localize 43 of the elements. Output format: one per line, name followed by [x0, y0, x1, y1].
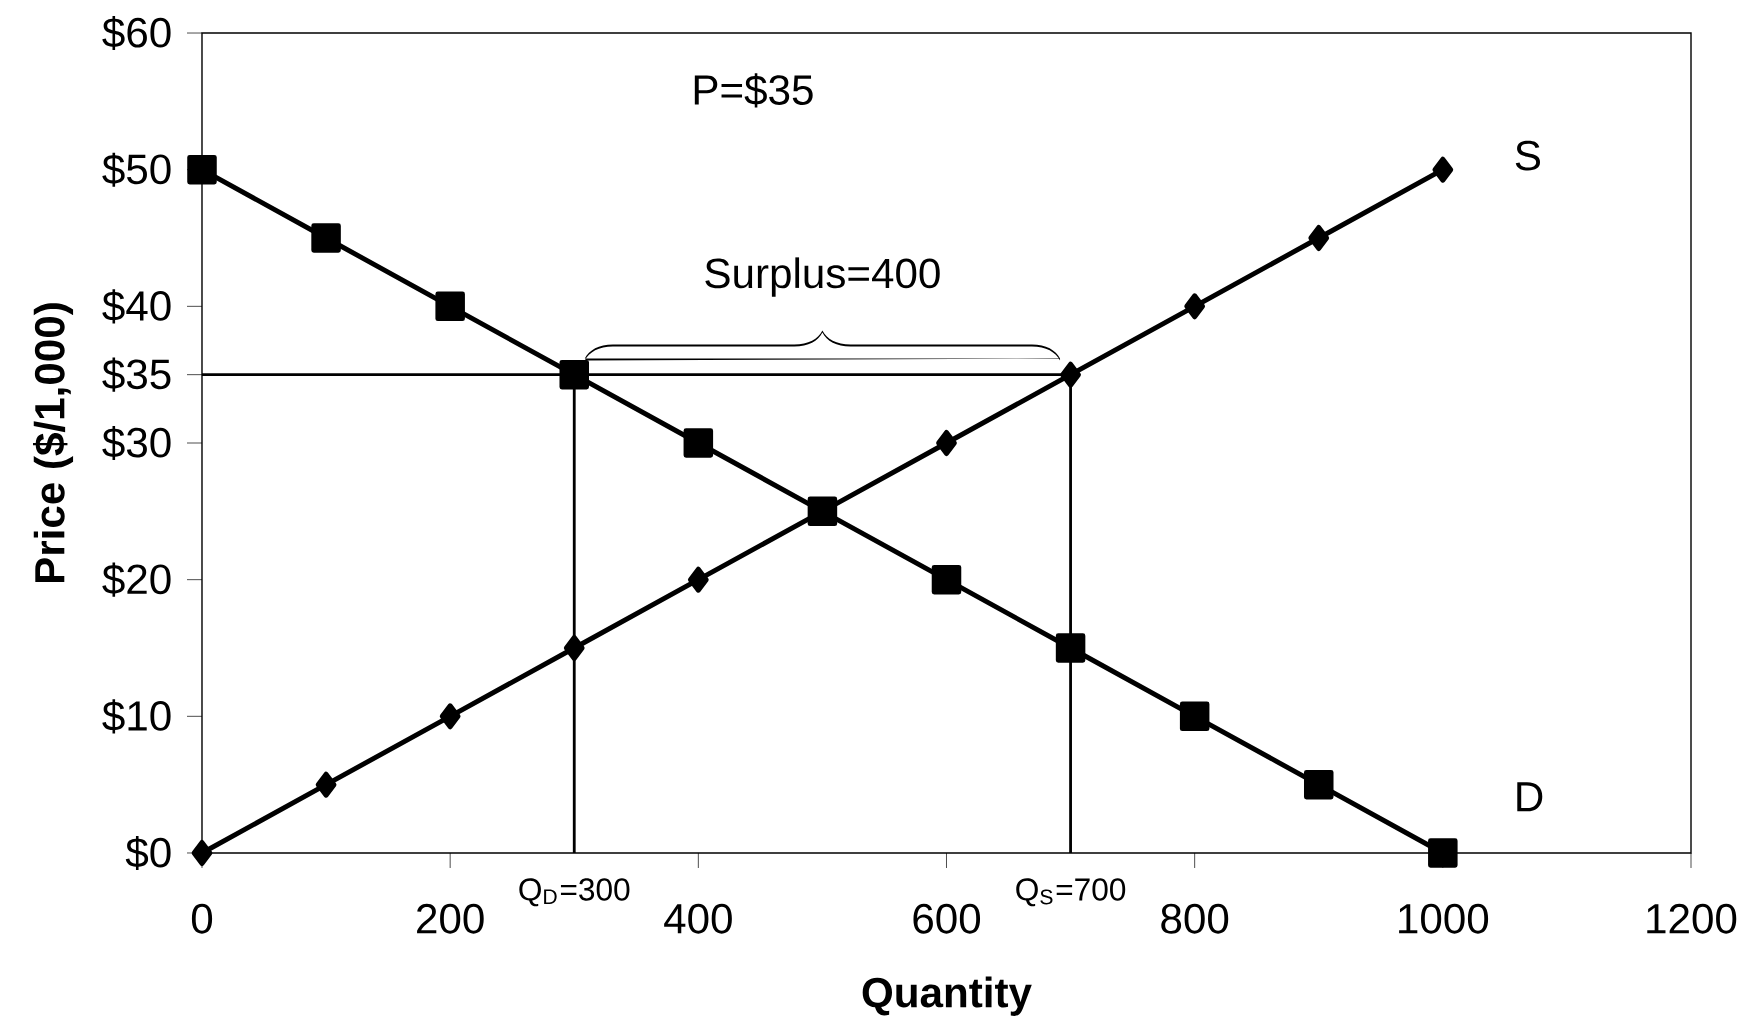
y-tick-label: $10: [102, 699, 171, 734]
ref-line-label: Q$_{S}$=700: [1016, 878, 1126, 907]
x-tick-label: 0: [191, 903, 213, 934]
point: [187, 154, 217, 185]
point: [1055, 633, 1086, 663]
x-tick-label: 400: [664, 903, 732, 934]
point: [687, 566, 709, 593]
y-tick-label: $0: [125, 835, 171, 871]
point: [936, 429, 957, 457]
point: [1303, 769, 1334, 800]
point: [931, 564, 962, 595]
point: [1179, 701, 1210, 732]
y-tick-label: $20: [102, 562, 171, 597]
point: [1308, 225, 1330, 252]
y-tick-label: $30: [102, 425, 171, 461]
y-tick-label: $40: [102, 289, 171, 324]
point: [315, 771, 337, 798]
series-label: D: [1517, 782, 1543, 812]
y-tick-label: $60: [102, 15, 171, 51]
point: [1060, 361, 1081, 388]
y-axis-title: Price ($/1,000): [32, 303, 74, 583]
point: [559, 359, 589, 390]
point: [683, 428, 714, 458]
point: [1428, 838, 1458, 868]
x-tick-label: 1200: [1647, 903, 1737, 934]
point: [439, 703, 461, 730]
x-tick-label: 200: [417, 903, 484, 934]
annotation: P=$35: [694, 73, 813, 108]
point: [1432, 156, 1454, 183]
ref-line-label: Q$_{D}$=300: [519, 878, 630, 907]
point: [563, 634, 585, 661]
point: [191, 839, 213, 866]
point: [311, 223, 341, 253]
x-axis-title: Quantity: [862, 976, 1032, 1016]
y-tick-label: $35: [102, 357, 171, 392]
y-tick-label: $50: [102, 152, 171, 187]
annotation: Surplus=400: [705, 257, 940, 297]
x-tick-label: 1000: [1399, 903, 1489, 934]
point: [1184, 293, 1206, 320]
point: [435, 291, 465, 322]
series-label: S: [1515, 140, 1541, 171]
x-tick-label: 600: [913, 903, 981, 934]
x-tick-label: 800: [1161, 903, 1229, 934]
